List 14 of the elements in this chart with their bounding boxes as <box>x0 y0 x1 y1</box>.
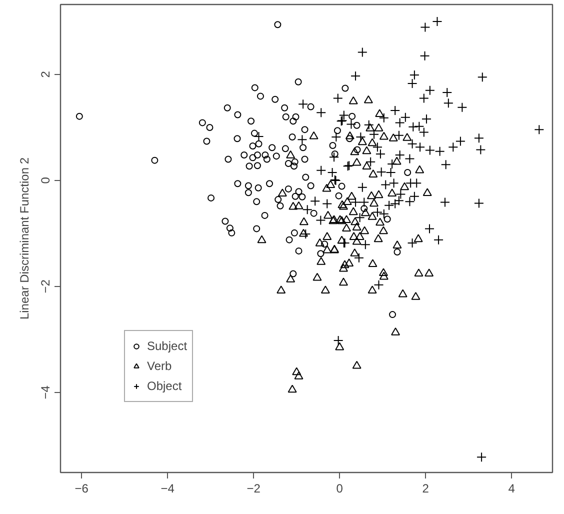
x-tick-label: 0 <box>336 482 344 496</box>
x-tick-label: −4 <box>160 482 175 496</box>
y-tick-label: −4 <box>38 385 52 400</box>
x-tick-label: 2 <box>422 482 430 496</box>
x-tick-label: 4 <box>508 482 516 496</box>
y-tick-label: −2 <box>38 279 52 294</box>
legend-label: Object <box>147 379 182 393</box>
x-tick-label: −6 <box>74 482 89 496</box>
legend-label: Verb <box>147 359 172 373</box>
x-tick-label: −2 <box>246 482 261 496</box>
y-axis-title: Linear Discriminant Function 2 <box>18 157 32 320</box>
y-tick-label: 2 <box>38 70 52 78</box>
legend-label: Subject <box>147 339 188 353</box>
y-tick-label: 0 <box>38 176 52 184</box>
